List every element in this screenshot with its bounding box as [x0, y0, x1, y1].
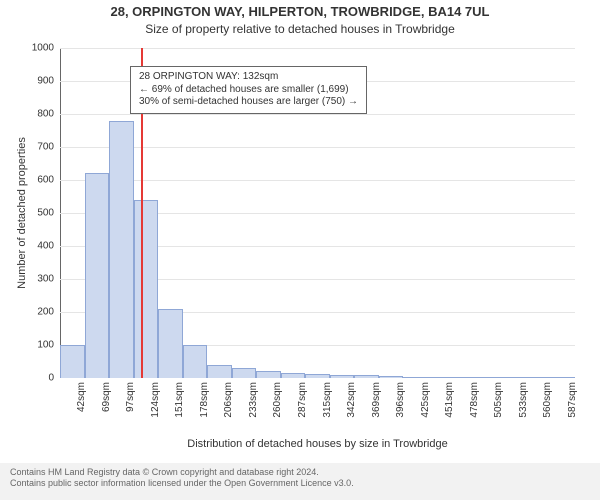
histogram-bar: [256, 371, 281, 378]
histogram-bar: [550, 377, 575, 378]
histogram-bar: [85, 173, 110, 378]
x-tick-label: 315sqm: [322, 382, 333, 418]
footer: Contains HM Land Registry data © Crown c…: [0, 463, 600, 500]
histogram-bar: [501, 377, 526, 378]
y-tick-label: 400: [37, 241, 60, 252]
y-tick-label: 1000: [32, 43, 60, 54]
x-tick-label: 478sqm: [469, 382, 480, 418]
y-tick-label: 100: [37, 340, 60, 351]
x-tick-label: 178sqm: [199, 382, 210, 418]
histogram-bar: [207, 365, 232, 378]
x-tick-label: 42sqm: [76, 382, 87, 412]
x-tick-label: 124sqm: [150, 382, 161, 418]
y-tick-label: 500: [37, 208, 60, 219]
x-tick-label: 505sqm: [493, 382, 504, 418]
x-tick-label: 206sqm: [223, 382, 234, 418]
histogram-bar: [305, 374, 330, 378]
grid-line: [60, 180, 575, 181]
x-tick-label: 287sqm: [297, 382, 308, 418]
x-tick-label: 342sqm: [346, 382, 357, 418]
histogram-bar: [403, 377, 428, 378]
grid-line: [60, 48, 575, 49]
histogram-bar: [428, 377, 453, 378]
histogram-bar: [60, 345, 85, 378]
histogram-bar: [134, 200, 159, 378]
x-tick-label: 97sqm: [125, 382, 136, 412]
y-tick-label: 300: [37, 274, 60, 285]
y-tick-label: 600: [37, 175, 60, 186]
histogram-bar: [452, 377, 477, 378]
x-tick-label: 587sqm: [567, 382, 578, 418]
grid-line: [60, 147, 575, 148]
plot-area: 0100200300400500600700800900100042sqm69s…: [60, 48, 575, 378]
y-tick-label: 200: [37, 307, 60, 318]
title-sub: Size of property relative to detached ho…: [0, 22, 600, 36]
y-tick-label: 900: [37, 76, 60, 87]
x-tick-label: 233sqm: [248, 382, 259, 418]
histogram-bar: [354, 375, 379, 378]
x-tick-label: 451sqm: [444, 382, 455, 418]
annotation-box: 28 ORPINGTON WAY: 132sqm← 69% of detache…: [130, 66, 367, 114]
title-main: 28, ORPINGTON WAY, HILPERTON, TROWBRIDGE…: [0, 4, 600, 19]
chart-container: 28, ORPINGTON WAY, HILPERTON, TROWBRIDGE…: [0, 0, 600, 500]
x-tick-label: 560sqm: [542, 382, 553, 418]
histogram-bar: [379, 376, 404, 378]
x-tick-label: 151sqm: [174, 382, 185, 418]
histogram-bar: [109, 121, 134, 378]
x-tick-label: 260sqm: [272, 382, 283, 418]
y-tick-label: 700: [37, 142, 60, 153]
histogram-bar: [158, 309, 183, 378]
annotation-line: 28 ORPINGTON WAY: 132sqm: [139, 71, 358, 84]
y-tick-label: 0: [48, 373, 60, 384]
annotation-line: ← 69% of detached houses are smaller (1,…: [139, 84, 358, 97]
y-tick-label: 800: [37, 109, 60, 120]
histogram-bar: [281, 373, 306, 378]
x-tick-label: 425sqm: [420, 382, 431, 418]
histogram-bar: [232, 368, 257, 378]
footer-line-2: Contains public sector information licen…: [10, 478, 590, 489]
y-axis-title: Number of detached properties: [16, 48, 28, 378]
footer-line-1: Contains HM Land Registry data © Crown c…: [10, 467, 590, 478]
x-tick-label: 369sqm: [371, 382, 382, 418]
x-tick-label: 396sqm: [395, 382, 406, 418]
histogram-bar: [477, 377, 502, 378]
x-tick-label: 69sqm: [101, 382, 112, 412]
histogram-bar: [183, 345, 208, 378]
histogram-bar: [330, 375, 355, 378]
x-tick-label: 533sqm: [518, 382, 529, 418]
annotation-line: 30% of semi-detached houses are larger (…: [139, 96, 358, 109]
x-axis-title: Distribution of detached houses by size …: [60, 438, 575, 450]
histogram-bar: [526, 377, 551, 378]
grid-line: [60, 114, 575, 115]
